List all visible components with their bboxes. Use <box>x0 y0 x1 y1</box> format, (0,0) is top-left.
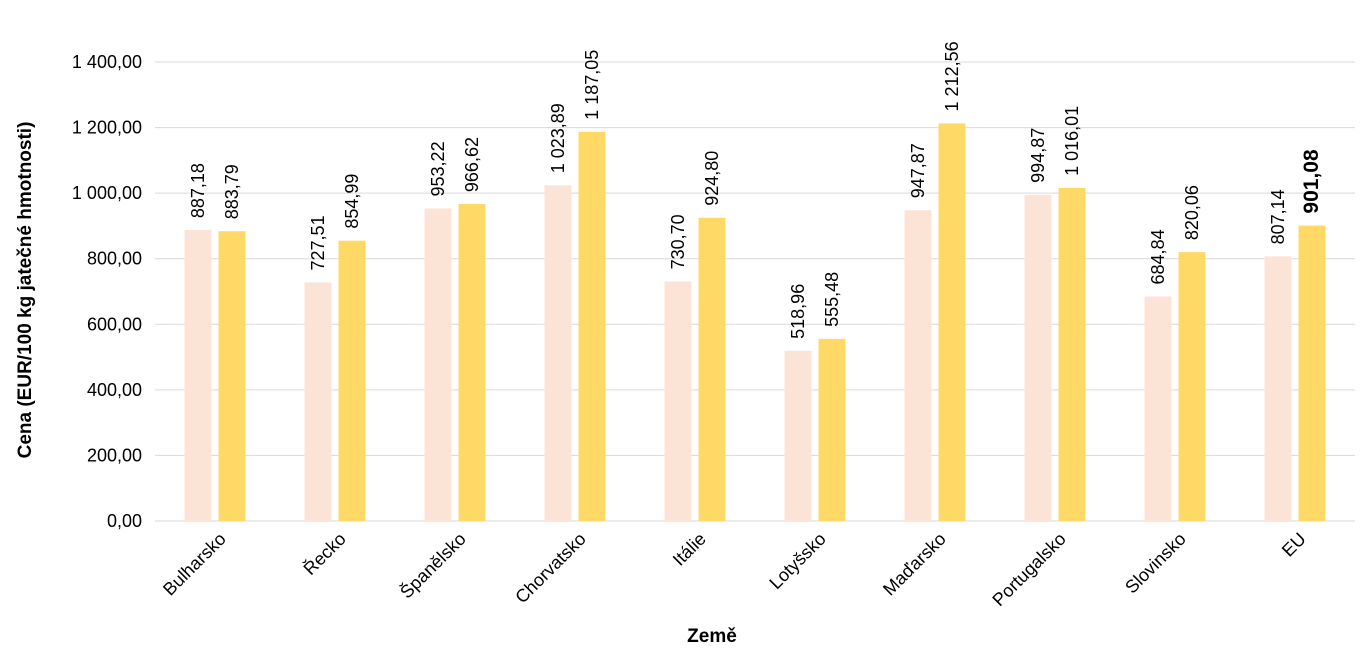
bar-series-1 <box>304 282 332 521</box>
bar-series-1 <box>1264 256 1292 521</box>
data-label: 807,14 <box>1268 189 1288 244</box>
bar-series-1 <box>184 230 212 521</box>
data-label: 555,48 <box>822 272 842 327</box>
data-label: 953,22 <box>428 141 448 196</box>
data-label: 727,51 <box>308 215 328 270</box>
y-tick-label: 1 000,00 <box>72 183 142 203</box>
data-label: 883,79 <box>222 164 242 219</box>
x-tick-label: Španělsko <box>396 528 470 602</box>
x-tick-label: Slovinsko <box>1121 529 1190 598</box>
x-tick-label: Řecko <box>300 529 350 579</box>
bars <box>184 123 1326 522</box>
data-label: 684,84 <box>1148 229 1168 284</box>
data-label: 1 023,89 <box>548 103 568 173</box>
data-label: 966,62 <box>462 137 482 192</box>
bar-series-2 <box>698 217 726 521</box>
x-tick-label: Bulharsko <box>159 529 230 600</box>
bar-series-1 <box>424 208 452 521</box>
y-tick-label: 1 400,00 <box>72 52 142 72</box>
gridlines <box>155 61 1355 522</box>
x-tick-label: Lotyšsko <box>765 529 829 593</box>
bar-series-1 <box>784 350 812 521</box>
data-label: 1 187,05 <box>582 50 602 120</box>
x-axis-title: Země <box>687 626 737 647</box>
y-tick-label: 200,00 <box>87 445 142 465</box>
data-label: 994,87 <box>1028 128 1048 183</box>
data-label: 901,08 <box>1300 149 1323 214</box>
x-tick-label: Chorvatsko <box>511 529 590 608</box>
bar-series-2 <box>218 231 246 521</box>
data-label: 947,87 <box>908 143 928 198</box>
data-label: 1 212,56 <box>942 41 962 111</box>
y-axis-title: Cena (EUR/100 kg jatečné hmotnosti) <box>15 122 36 459</box>
y-tick-label: 0,00 <box>107 511 142 531</box>
data-labels: 887,18 883,79 727,51 854,99 953,22 966,62 1 02… <box>188 41 1323 338</box>
data-label: 730,70 <box>668 214 688 269</box>
bar-series-2 <box>578 131 606 521</box>
bar-series-2 <box>338 240 366 521</box>
bar-series-2 <box>938 123 966 521</box>
y-tick-label: 600,00 <box>87 314 142 334</box>
data-label: 924,80 <box>702 151 722 206</box>
y-tick-label: 400,00 <box>87 380 142 400</box>
bar-series-1 <box>664 281 692 521</box>
x-tick-label: Portugalsko <box>988 529 1069 610</box>
x-tick-label: EU <box>1278 529 1310 561</box>
x-tick-label: Maďarsko <box>879 529 950 600</box>
bar-series-1 <box>1144 296 1172 521</box>
bar-series-2 <box>1058 187 1086 521</box>
y-tick-label: 1 200,00 <box>72 118 142 138</box>
data-label: 518,96 <box>788 284 808 339</box>
bar-series-1 <box>1024 194 1052 521</box>
data-label: 820,06 <box>1182 185 1202 240</box>
y-tick-label: 800,00 <box>87 249 142 269</box>
data-label: 854,99 <box>342 174 362 229</box>
bar-series-2 <box>458 204 486 521</box>
x-tick-label: Itálie <box>669 529 710 570</box>
x-axis-ticks: Bulharsko Řecko Španělsko Chorvatsko Itálie L… <box>159 528 1310 610</box>
bar-series-1 <box>544 185 572 521</box>
bar-series-2 <box>1178 252 1206 522</box>
y-axis-ticks: 0,00 200,00 400,00 600,00 800,00 1 000,00 1 20… <box>72 52 142 531</box>
data-label: 887,18 <box>188 163 208 218</box>
bar-series-2 <box>818 338 846 521</box>
data-label: 1 016,01 <box>1062 106 1082 176</box>
bar-series-2 <box>1298 225 1326 522</box>
bar-series-1 <box>904 210 932 521</box>
